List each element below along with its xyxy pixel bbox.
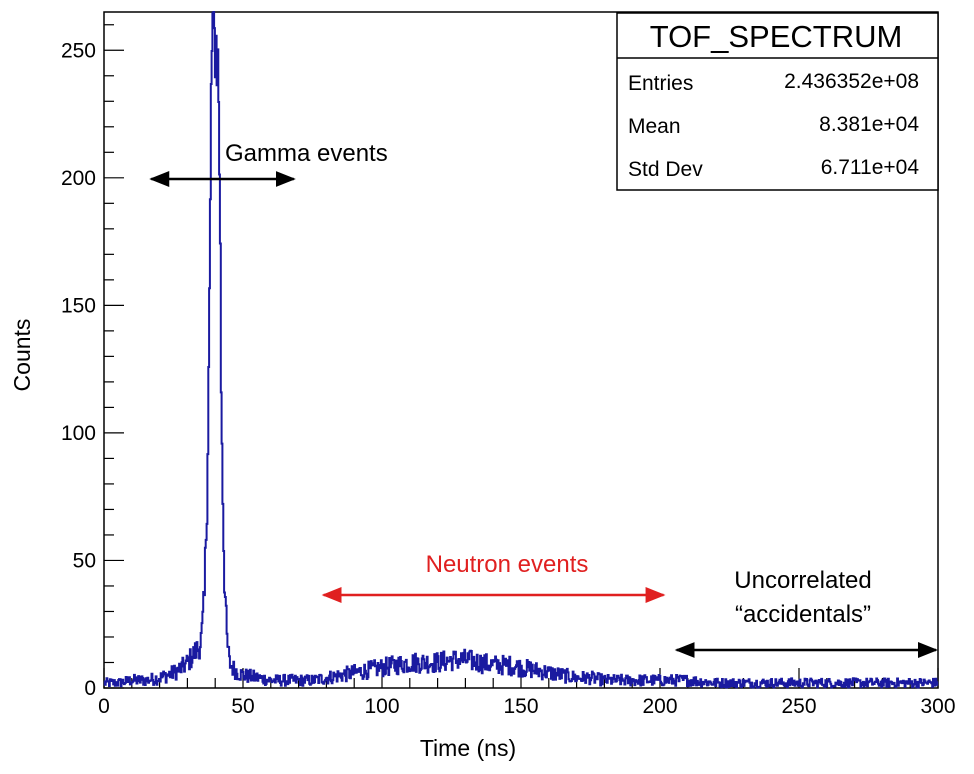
gamma-events-label: Gamma events xyxy=(225,140,388,167)
accidentals-label-line1: Uncorrelated xyxy=(734,567,871,594)
y-tick-label: 0 xyxy=(84,677,96,700)
x-tick-label: 150 xyxy=(503,695,538,718)
stats-box-frame xyxy=(616,12,939,191)
x-tick-label: 50 xyxy=(231,695,254,718)
stats-label-entries: Entries xyxy=(628,72,693,95)
y-tick-label: 200 xyxy=(61,167,96,190)
x-tick-label: 300 xyxy=(920,695,955,718)
y-axis-title: Counts xyxy=(9,319,35,392)
x-axis-tick-labels: 0 50 100 150 200 250 300 xyxy=(98,695,955,718)
neutron-events-label: Neutron events xyxy=(426,551,589,578)
stats-value-mean: 8.381e+04 xyxy=(819,113,919,136)
y-tick-label: 250 xyxy=(61,39,96,62)
stats-value-entries: 2.436352e+08 xyxy=(784,70,919,93)
y-tick-label: 150 xyxy=(61,294,96,317)
x-axis-title: Time (ns) xyxy=(420,735,516,761)
series-line-tof-spectrum xyxy=(103,11,939,689)
accidentals-label-line2: “accidentals” xyxy=(735,601,871,628)
y-tick-label: 100 xyxy=(61,422,96,445)
stats-label-mean: Mean xyxy=(628,115,681,138)
y-axis-tick-labels: 0 50 100 150 200 250 xyxy=(61,39,96,700)
x-tick-label: 200 xyxy=(642,695,677,718)
y-axis-ticks xyxy=(104,24,124,689)
stats-box: TOF_SPECTRUM Entries 2.436352e+08 Mean 8… xyxy=(616,12,939,191)
stats-label-stddev: Std Dev xyxy=(628,158,703,181)
x-tick-label: 100 xyxy=(364,695,399,718)
stats-box-title: TOF_SPECTRUM xyxy=(650,19,903,54)
x-tick-label: 250 xyxy=(781,695,816,718)
x-tick-label: 0 xyxy=(98,695,110,718)
stats-value-stddev: 6.711e+04 xyxy=(821,156,920,179)
y-tick-label: 50 xyxy=(73,549,96,572)
